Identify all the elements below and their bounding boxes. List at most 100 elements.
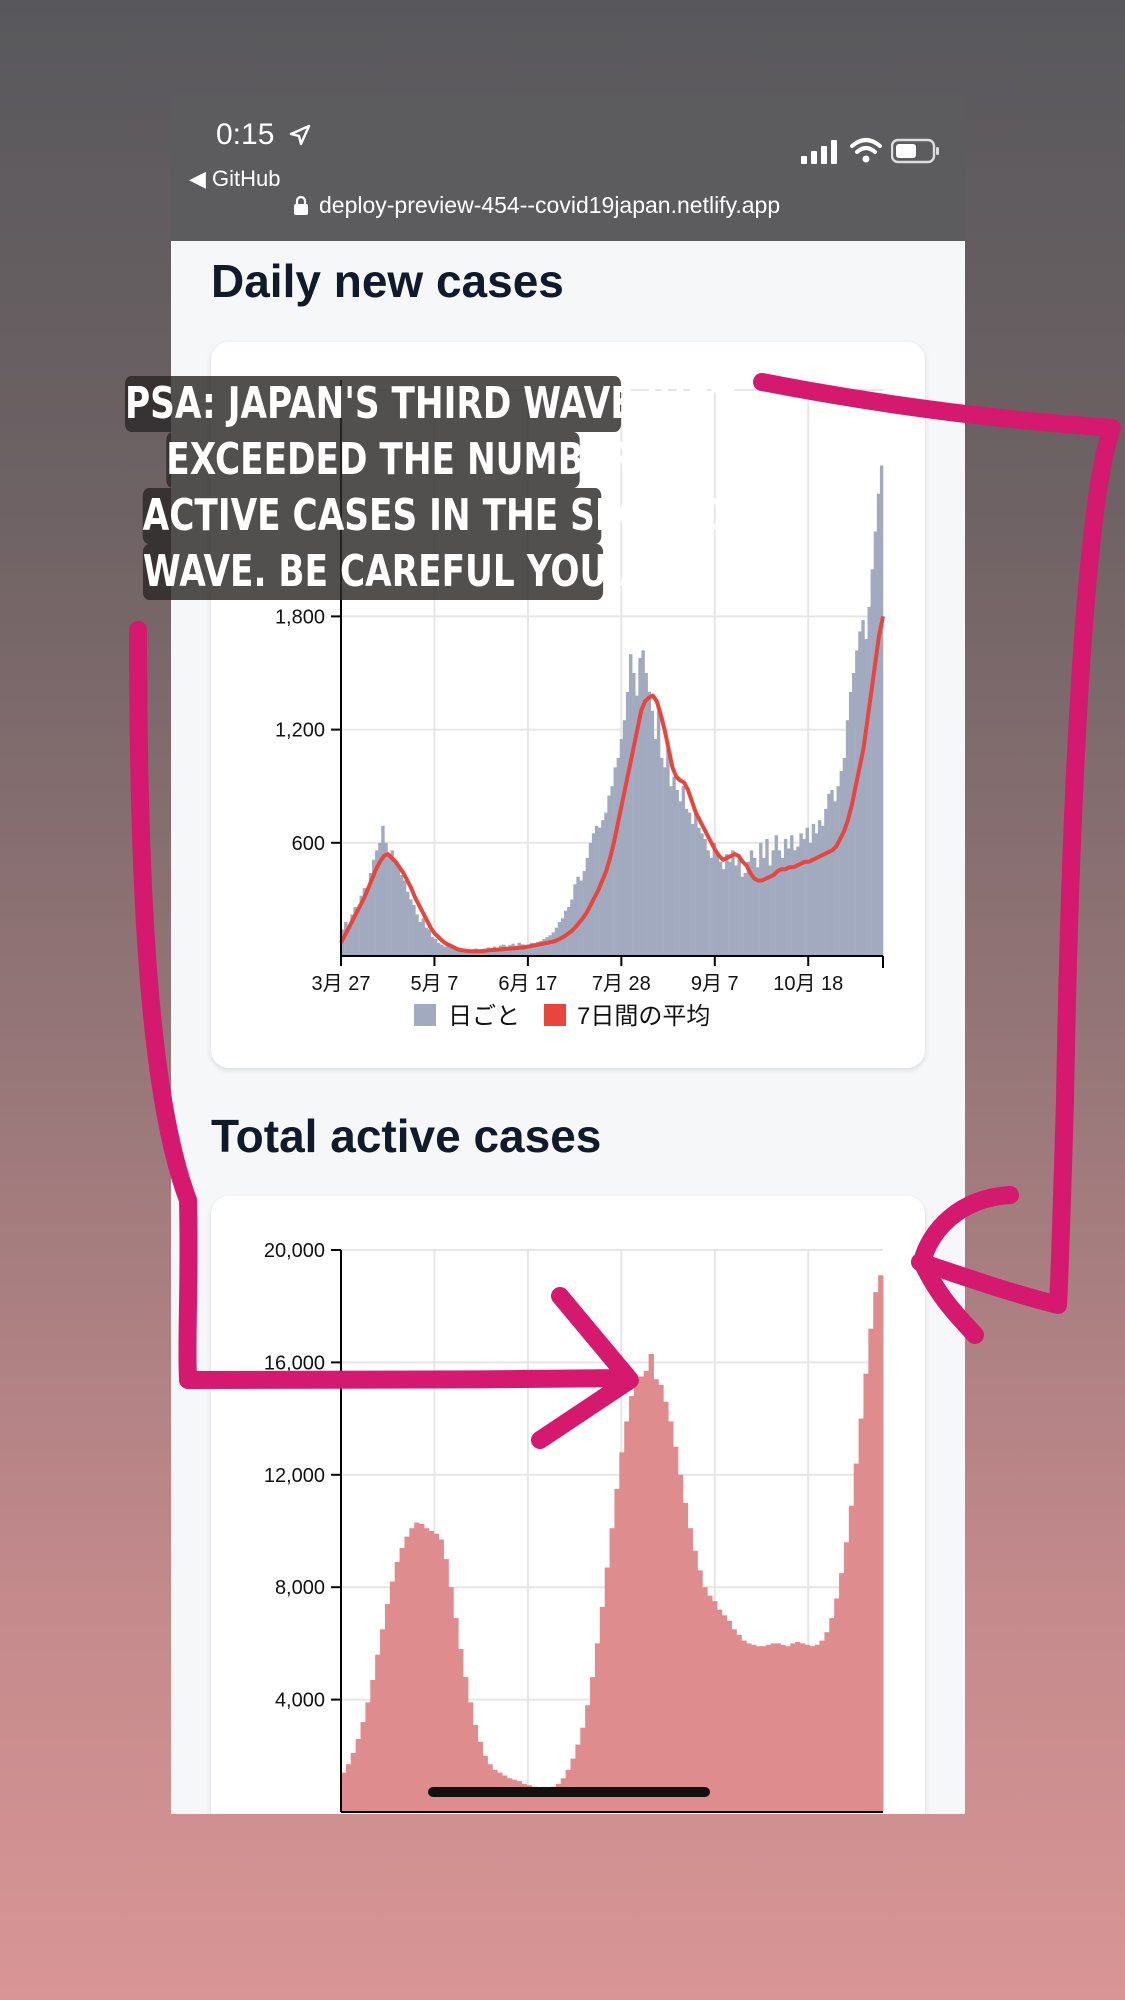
active-bar xyxy=(721,1615,728,1812)
daily-bar xyxy=(387,854,391,956)
active-bar xyxy=(570,1758,576,1812)
active-bar xyxy=(663,1401,669,1812)
daily-bar xyxy=(443,946,447,956)
active-bar xyxy=(550,1786,557,1812)
active-bar xyxy=(521,1783,527,1812)
active-bar xyxy=(604,1567,610,1812)
active-bar xyxy=(658,1384,664,1812)
active-bar xyxy=(687,1528,693,1812)
signal-icon xyxy=(801,140,837,164)
active-bar xyxy=(365,1702,371,1812)
active-bar xyxy=(824,1632,830,1812)
daily-bar xyxy=(876,493,881,956)
active-bar xyxy=(795,1641,801,1812)
active-bar xyxy=(829,1618,835,1812)
active-bar xyxy=(677,1474,684,1812)
daily-bar xyxy=(384,842,388,956)
daily-bar xyxy=(660,757,664,956)
x-tick-label: 9月 7 xyxy=(691,973,739,995)
active-bar xyxy=(531,1786,537,1812)
daily-bar xyxy=(415,914,419,956)
daily-bar xyxy=(706,850,710,956)
daily-bar xyxy=(666,748,670,956)
y-tick-label: 4,000 xyxy=(275,1690,325,1712)
active-bar xyxy=(878,1275,884,1812)
active-bar xyxy=(609,1528,615,1812)
active-bar xyxy=(770,1643,776,1812)
daily-bar xyxy=(421,918,425,956)
active-bar xyxy=(350,1752,357,1812)
y-tick-label: 20,000 xyxy=(264,1240,325,1262)
daily-bar xyxy=(839,771,844,956)
y-tick-label: 600 xyxy=(292,833,325,855)
status-bar: 0:15 ◀ GitHub deploy-preview-454--covid1… xyxy=(171,94,965,241)
active-bar xyxy=(360,1722,366,1812)
daily-cases-title: Daily new cases xyxy=(211,255,564,307)
wifi-icon xyxy=(850,138,882,163)
daily-bar xyxy=(718,861,723,956)
url-bar[interactable]: deploy-preview-454--covid19japan.netlify… xyxy=(319,192,781,218)
active-bar xyxy=(458,1649,464,1812)
active-bar xyxy=(453,1618,459,1812)
active-bar xyxy=(467,1702,474,1812)
daily-bar xyxy=(573,884,577,956)
psa-line-3: ACTIVE CASES IN THE SECOND xyxy=(142,488,730,544)
active-bar xyxy=(736,1634,742,1812)
active-bar xyxy=(482,1755,488,1812)
active-bar xyxy=(345,1764,352,1812)
daily-bar xyxy=(743,872,748,956)
battery-icon xyxy=(891,138,939,164)
active-bar xyxy=(702,1587,708,1812)
daily-bar xyxy=(752,857,757,956)
daily-bar xyxy=(725,854,729,956)
x-tick-label: 5月 7 xyxy=(411,973,459,995)
active-bar xyxy=(394,1561,400,1812)
active-bar xyxy=(580,1727,586,1812)
back-to-github-link[interactable]: ◀ GitHub xyxy=(189,166,281,191)
active-bar xyxy=(633,1382,640,1812)
daily-bar xyxy=(790,835,794,956)
daily-bar xyxy=(873,531,878,956)
active-bar xyxy=(731,1629,737,1812)
active-bar xyxy=(541,1787,547,1812)
y-tick-label: 1,200 xyxy=(275,720,325,742)
clock-time: 0:15 xyxy=(216,118,275,151)
daily-bar xyxy=(802,839,806,956)
active-bar xyxy=(404,1536,410,1812)
active-bar xyxy=(819,1640,825,1812)
daily-bar xyxy=(824,808,828,956)
daily-bar xyxy=(715,854,720,956)
daily-bar xyxy=(870,569,875,956)
daily-bar xyxy=(786,848,791,956)
active-bar xyxy=(853,1463,859,1812)
active-bar xyxy=(629,1396,635,1812)
daily-bar xyxy=(663,767,667,956)
active-bar xyxy=(765,1644,772,1812)
daily-bar xyxy=(731,850,735,956)
active-bar xyxy=(526,1785,532,1812)
daily-bar xyxy=(399,874,404,956)
active-bar xyxy=(707,1595,713,1812)
active-bar xyxy=(399,1547,405,1812)
active-bar xyxy=(433,1533,440,1812)
active-bar xyxy=(751,1644,757,1812)
psa-line-1: PSA: JAPAN'S THIRD WAVE JUST xyxy=(124,376,735,432)
active-bar xyxy=(814,1644,820,1812)
daily-bar xyxy=(653,739,658,956)
active-bar xyxy=(370,1679,376,1812)
active-bar xyxy=(668,1421,674,1812)
daily-bar xyxy=(632,673,636,956)
daily-bar xyxy=(842,757,847,956)
active-bar xyxy=(653,1379,659,1812)
active-bar xyxy=(756,1646,762,1812)
active-cases-card: 4,000 8,000 12,000 16,000 20,000 xyxy=(211,1196,925,1814)
daily-bar xyxy=(616,757,621,956)
home-indicator[interactable] xyxy=(428,1787,710,1797)
daily-bar xyxy=(672,776,676,956)
active-bar xyxy=(790,1643,796,1812)
daily-bar xyxy=(656,710,661,956)
daily-bar xyxy=(576,876,580,956)
active-bar xyxy=(873,1292,879,1812)
active-bar xyxy=(590,1677,596,1812)
active-bar xyxy=(809,1646,816,1812)
